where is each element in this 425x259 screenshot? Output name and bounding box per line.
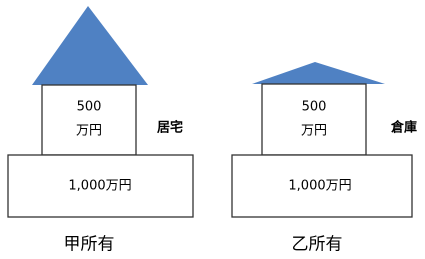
owner-label: 乙所有	[292, 235, 343, 255]
base-label: 1,000万円	[68, 179, 131, 194]
upper-value: 500	[302, 100, 327, 115]
roof	[252, 62, 385, 84]
base-label: 1,000万円	[288, 179, 351, 194]
upper-unit: 万円	[76, 124, 102, 139]
roof	[32, 6, 148, 85]
owner-label: 甲所有	[64, 235, 115, 255]
side-label: 居宅	[157, 120, 183, 136]
diagram: 500 万円 居宅 1,000万円 甲所有 500 万円 倉庫 1,000万円 …	[0, 0, 425, 259]
upper-box	[42, 85, 136, 155]
house-right: 500 万円 倉庫 1,000万円 乙所有	[232, 62, 417, 255]
upper-box	[262, 84, 366, 155]
side-label: 倉庫	[390, 120, 417, 136]
upper-unit: 万円	[301, 124, 327, 139]
upper-value: 500	[77, 100, 102, 115]
house-left: 500 万円 居宅 1,000万円 甲所有	[8, 6, 193, 255]
